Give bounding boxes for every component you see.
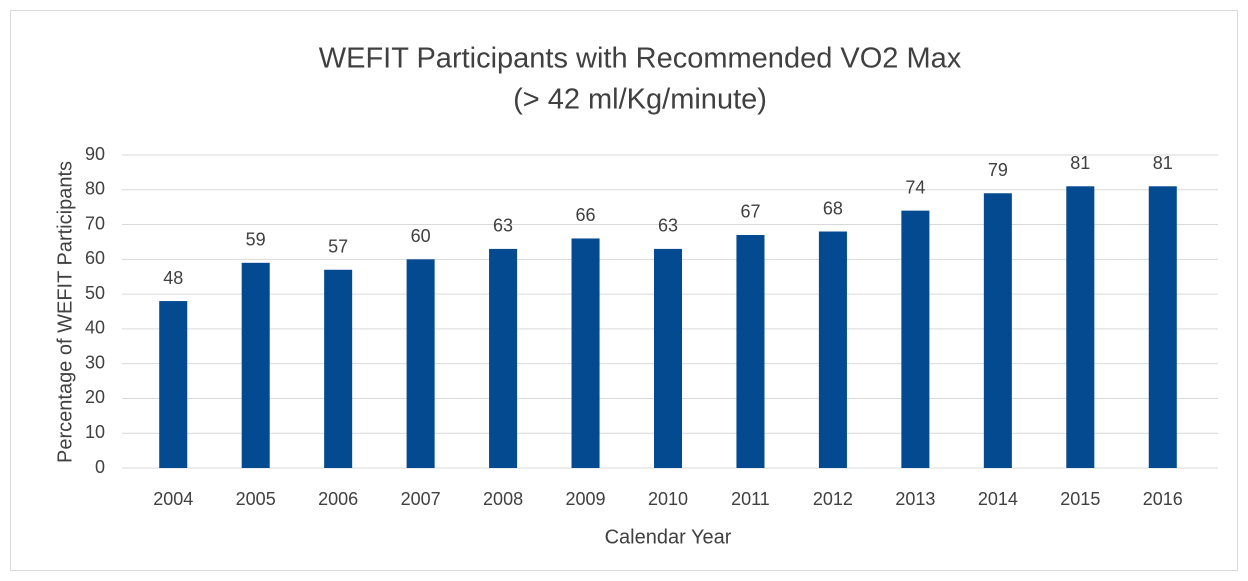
bar	[983, 193, 1012, 468]
data-label: 79	[988, 160, 1008, 180]
data-label: 63	[658, 216, 678, 236]
bar	[406, 259, 435, 468]
bar	[1066, 186, 1095, 469]
x-tick-label: 2015	[1060, 489, 1100, 509]
bar	[901, 210, 930, 468]
data-label: 67	[740, 202, 760, 222]
x-tick-label: 2007	[401, 489, 441, 509]
x-tick-label: 2011	[731, 489, 770, 509]
x-tick-label: 2005	[236, 489, 276, 509]
x-axis-label: Calendar Year	[605, 526, 732, 548]
bar	[159, 301, 188, 468]
bar	[1148, 186, 1177, 469]
x-tick-label: 2009	[566, 489, 606, 509]
bar	[571, 238, 600, 468]
x-tick-label: 2012	[813, 489, 853, 509]
y-tick-label: 80	[85, 179, 105, 199]
y-tick-label: 90	[85, 144, 105, 164]
bar	[324, 269, 353, 468]
x-tick-label: 2006	[318, 489, 358, 509]
data-label: 81	[1153, 153, 1173, 173]
data-label: 63	[493, 216, 513, 236]
y-tick-label: 10	[85, 422, 105, 442]
data-label: 48	[163, 268, 183, 288]
data-label: 57	[328, 237, 348, 257]
bar	[818, 231, 847, 468]
data-label: 60	[411, 226, 431, 246]
x-tick-label: 2008	[483, 489, 523, 509]
bar	[489, 248, 518, 468]
data-label: 81	[1070, 153, 1090, 173]
data-label: 66	[576, 205, 596, 225]
chart-title: WEFIT Participants with Recommended VO2 …	[319, 43, 962, 75]
chart-border	[10, 10, 1238, 571]
y-tick-label: 20	[85, 387, 105, 407]
y-tick-label: 60	[85, 248, 105, 268]
y-tick-label: 70	[85, 213, 105, 233]
y-tick-label: 50	[85, 283, 105, 303]
y-axis-label: Percentage of WEFIT Participants	[54, 161, 76, 463]
x-tick-label: 2004	[153, 489, 193, 509]
x-tick-label: 2010	[648, 489, 688, 509]
bar	[653, 248, 683, 468]
data-label: 74	[905, 177, 925, 197]
bar	[241, 262, 270, 468]
y-tick-label: 40	[85, 318, 105, 338]
y-tick-label: 0	[95, 457, 105, 477]
y-tick-label: 30	[85, 352, 105, 372]
x-tick-label: 2013	[895, 489, 935, 509]
x-tick-label: 2016	[1143, 489, 1183, 509]
chart-subtitle: (> 42 ml/Kg/minute)	[513, 84, 767, 116]
data-label: 68	[823, 198, 843, 218]
data-label: 59	[246, 230, 266, 250]
x-tick-label: 2014	[978, 489, 1018, 509]
bar	[736, 234, 765, 468]
